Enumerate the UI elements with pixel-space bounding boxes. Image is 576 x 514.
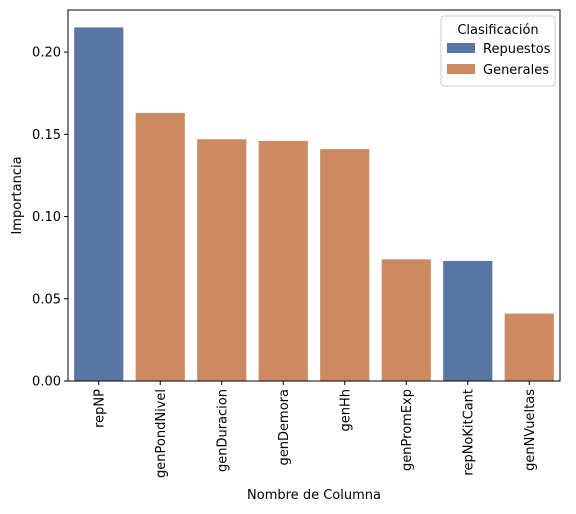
legend-title: Clasificación	[457, 23, 538, 38]
y-tick-label: 0.10	[32, 210, 61, 225]
bar-genHh	[320, 149, 370, 381]
bar-genDuracion	[197, 139, 247, 381]
x-tick-label-repNP: repNP	[92, 389, 107, 428]
y-axis-title: Importancia	[10, 156, 25, 234]
bar-genPromExp	[381, 259, 431, 381]
y-tick-label: 0.15	[32, 128, 61, 143]
y-tick-label: 0.05	[32, 292, 61, 307]
bar-repNoKitCant	[443, 260, 493, 381]
x-axis: repNP genPondNivel genDuracion genDemora gen…	[92, 381, 538, 478]
x-tick-label-repNoKitCant: repNoKitCant	[461, 389, 476, 476]
plot-frame	[67, 9, 561, 382]
x-tick-label-genPromExp: genPromExp	[400, 389, 415, 471]
x-tick-label-genPondNivel: genPondNivel	[154, 389, 169, 478]
x-tick-label-genDuracion: genDuracion	[215, 389, 230, 472]
bar-genPondNivel	[135, 112, 185, 381]
legend-label-Generales: Generales	[483, 63, 549, 78]
y-tick-label: 0.20	[32, 46, 61, 61]
x-tick-label-genDemora: genDemora	[277, 389, 292, 465]
x-tick-label-genNVueltas: genNVueltas	[523, 389, 538, 471]
legend-swatch-Generales	[447, 64, 475, 74]
legend-swatch-Repuestos	[447, 43, 475, 53]
legend-entries: Repuestos Generales	[447, 42, 551, 78]
bar-genDemora	[258, 140, 308, 381]
y-axis: 0.00 0.05 0.10 0.15 0.20	[32, 46, 68, 390]
legend-label-Repuestos: Repuestos	[483, 42, 551, 57]
bar-genNVueltas	[504, 313, 554, 381]
bar-repNP	[74, 27, 124, 382]
x-axis-title: Nombre de Columna	[247, 488, 381, 503]
x-tick-label-genHh: genHh	[338, 389, 353, 432]
legend: Clasificación Repuestos Generales	[440, 15, 556, 87]
y-tick-label: 0.00	[32, 375, 61, 390]
bars-group	[74, 27, 554, 382]
